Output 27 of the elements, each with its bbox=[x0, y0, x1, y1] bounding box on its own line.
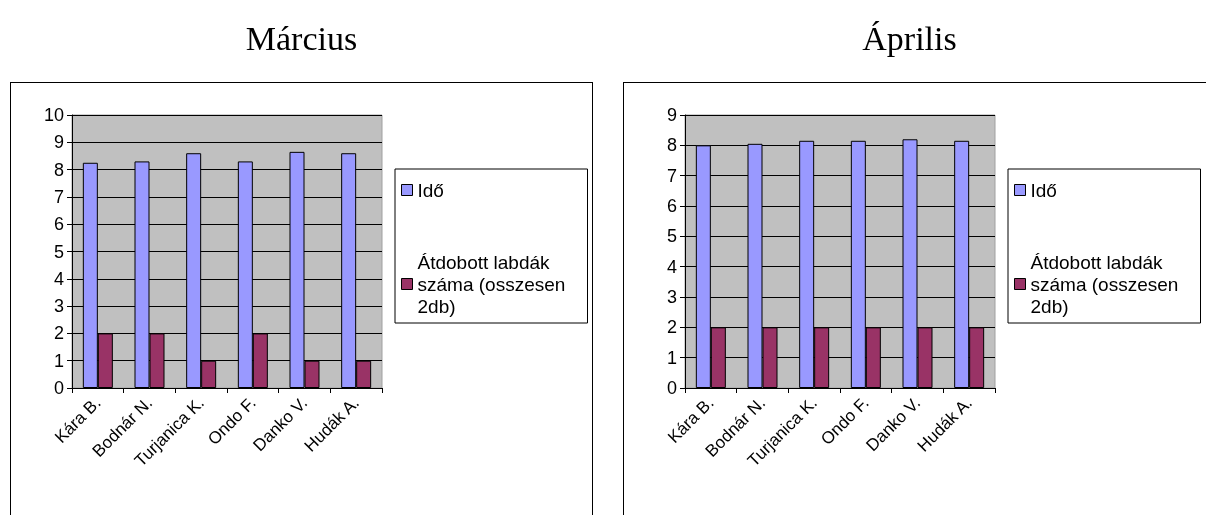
y-tick-label: 0 bbox=[666, 378, 677, 398]
y-tick-label: 7 bbox=[53, 186, 64, 207]
y-tick-label: 3 bbox=[53, 296, 64, 317]
y-tick-label: 9 bbox=[666, 105, 677, 125]
y-tick-label: 0 bbox=[53, 378, 64, 398]
legend-label: Átdobott labdák száma (osszesen 2db) bbox=[1030, 251, 1184, 317]
y-tick-label: 8 bbox=[53, 159, 64, 180]
chart-title: Április bbox=[862, 19, 957, 57]
y-tick-label: 4 bbox=[666, 256, 677, 277]
legend-label: Átdobott labdák száma (osszesen 2db) bbox=[417, 251, 571, 317]
y-tick-label: 6 bbox=[53, 214, 64, 235]
legend-label: Idő bbox=[417, 179, 444, 201]
y-tick-label: 2 bbox=[666, 317, 677, 338]
y-tick-label: 4 bbox=[53, 268, 64, 289]
legend-label: Idő bbox=[1030, 179, 1057, 201]
y-tick-label: 1 bbox=[666, 347, 677, 368]
y-tick-label: 1 bbox=[53, 350, 64, 371]
y-tick-label: 10 bbox=[43, 105, 64, 125]
y-tick-label: 6 bbox=[666, 196, 677, 216]
y-tick-label: 5 bbox=[666, 226, 677, 247]
y-tick-label: 3 bbox=[666, 287, 677, 307]
y-tick-label: 2 bbox=[53, 323, 64, 344]
y-tick-label: 7 bbox=[666, 165, 677, 186]
y-tick-label: 9 bbox=[53, 132, 64, 153]
y-tick-label: 8 bbox=[666, 135, 677, 156]
chart-title: Március bbox=[245, 19, 358, 57]
y-tick-label: 5 bbox=[53, 241, 64, 262]
